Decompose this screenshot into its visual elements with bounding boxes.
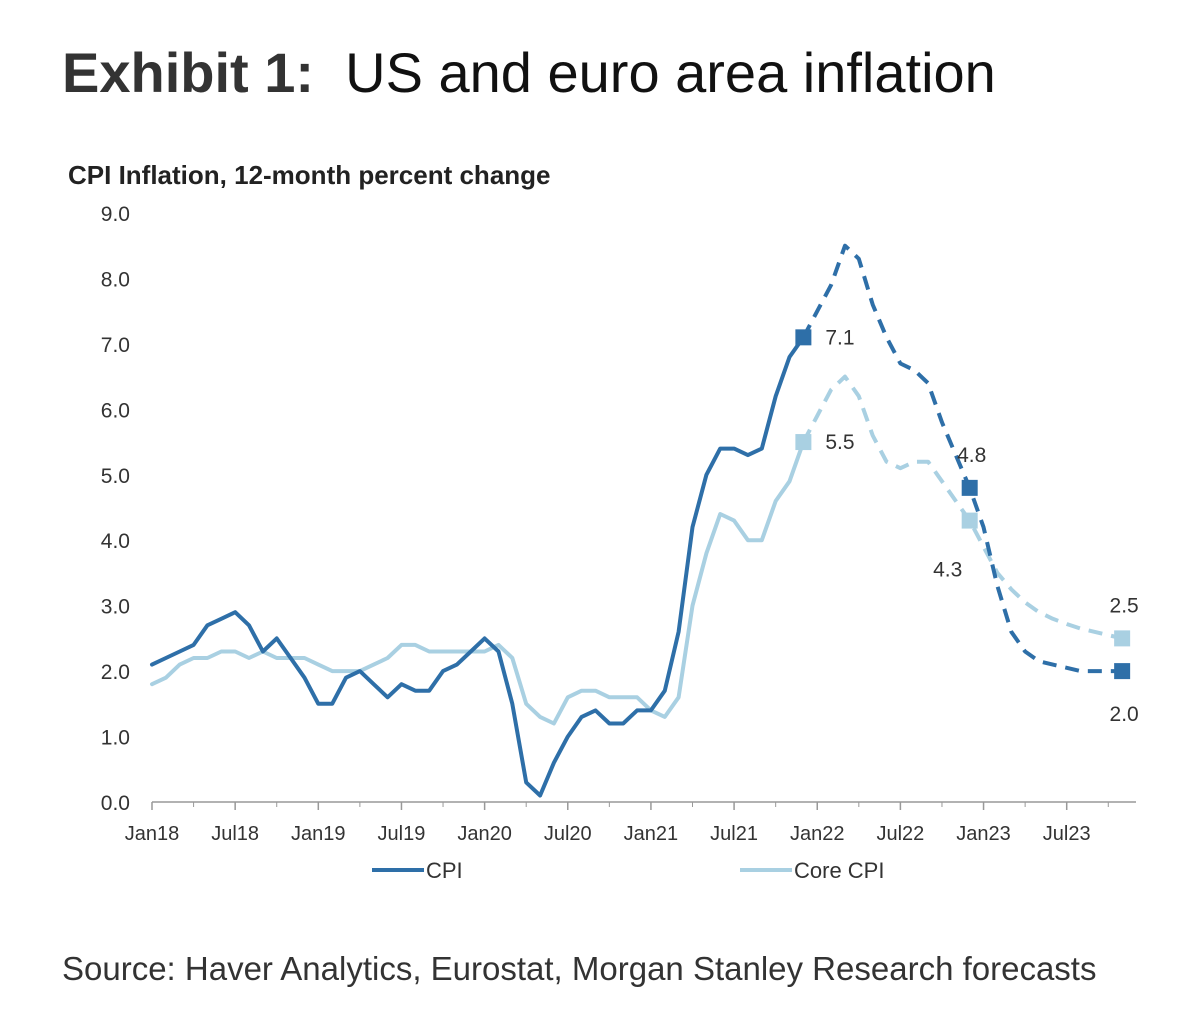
source-note: Source: Haver Analytics, Eurostat, Morga…: [62, 950, 1097, 987]
core-data-label: 4.3: [933, 559, 962, 582]
x-tick-label: Jan18: [125, 823, 180, 845]
y-tick-label: 2.0: [101, 661, 130, 684]
exhibit-label: Exhibit 1:: [62, 41, 315, 104]
exhibit-title: US and euro area inflation: [345, 41, 996, 104]
cpi-data-label: 7.1: [825, 326, 854, 349]
x-tick-label: Jul19: [378, 823, 426, 845]
x-tick-label: Jul23: [1043, 823, 1091, 845]
core-data-label: 2.5: [1110, 594, 1139, 617]
core-data-label: 5.5: [825, 431, 854, 454]
chart-title: CPI Inflation, 12-month percent change: [68, 160, 551, 190]
inflation-line-chart: 0.0 1.0 2.0 3.0 4.0 5.0 6.0 7.0 8.0 9.0 Jan18 Jul18…: [101, 203, 1139, 883]
x-tick-label: Jul22: [876, 823, 924, 845]
core-marker: [961, 512, 978, 529]
x-tick-label: Jan19: [291, 823, 346, 845]
y-tick-label: 4.0: [101, 530, 130, 553]
x-tick-label: Jul18: [211, 823, 259, 845]
core-actual-line: [150, 440, 806, 726]
x-tick-label: Jan23: [956, 823, 1011, 845]
y-tick-label: 7.0: [101, 334, 130, 357]
x-tick-label: Jul20: [544, 823, 592, 845]
exhibit-heading: Exhibit 1: US and euro area inflation: [62, 38, 996, 108]
x-tick-label: Jan22: [790, 823, 845, 845]
x-tick-label: Jan21: [624, 823, 679, 845]
y-tick-label: 5.0: [101, 465, 130, 488]
y-tick-label: 0.0: [101, 792, 130, 815]
cpi-actual-line: [150, 335, 806, 798]
cpi-marker: [795, 329, 812, 346]
y-tick-label: 9.0: [101, 203, 130, 226]
cpi-data-label: 4.8: [957, 444, 986, 467]
legend-label-cpi: CPI: [426, 858, 463, 883]
y-tick-label: 3.0: [101, 596, 130, 619]
y-tick-label: 1.0: [101, 727, 130, 750]
core-marker: [1114, 630, 1131, 647]
cpi-marker: [961, 479, 978, 496]
y-tick-label: 6.0: [101, 399, 130, 422]
cpi-data-label: 2.0: [1110, 703, 1139, 726]
legend-label-core: Core CPI: [794, 858, 884, 883]
x-tick-label: Jul21: [710, 823, 758, 845]
core-forecast-line: [801, 374, 1123, 641]
cpi-forecast-line: [801, 243, 1123, 674]
core-marker: [795, 434, 812, 451]
y-tick-label: 8.0: [101, 268, 130, 291]
x-tick-label: Jan20: [457, 823, 512, 845]
cpi-marker: [1114, 663, 1131, 680]
